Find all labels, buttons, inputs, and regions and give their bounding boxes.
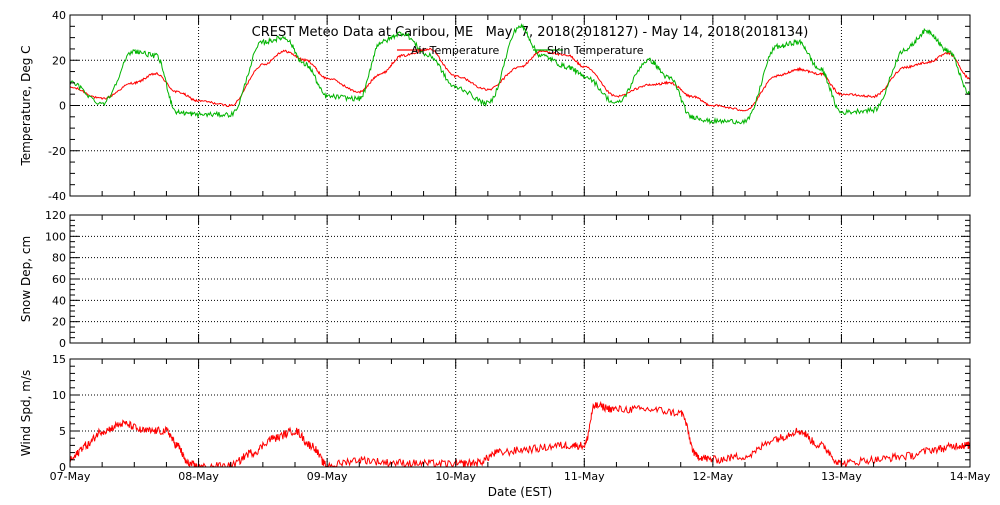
y-tick-label: 40 xyxy=(52,9,66,22)
y-tick-label: 0 xyxy=(59,337,66,350)
y-tick-label: 60 xyxy=(52,273,66,286)
x-axis-label: Date (EST) xyxy=(488,485,552,499)
chart-title: CREST Meteo Data at Caribou, ME May 7, 2… xyxy=(252,25,809,40)
x-tick-label: 12-May xyxy=(692,470,733,483)
y-tick-label: 20 xyxy=(52,316,66,329)
y-tick-label: -20 xyxy=(48,145,66,158)
panel-3: 0 5 10 15 Wind Spd, m/s 07-May 08-May 09-May 10-… xyxy=(19,353,991,499)
y-axis-label: Snow Dep, cm xyxy=(19,236,33,322)
x-tick-label: 09-May xyxy=(307,470,348,483)
series-line-skin-temperature xyxy=(70,23,970,125)
x-tick-label: 08-May xyxy=(178,470,219,483)
series-line-wind-speed xyxy=(70,400,970,467)
legend-label: Skin Temperature xyxy=(547,44,644,57)
panel-1: -40 -20 0 20 40 Temperature, Deg C Air Tempera… xyxy=(19,9,971,203)
y-axis-label: Temperature, Deg C xyxy=(19,45,33,166)
y-tick-label: -40 xyxy=(48,190,66,203)
legend-label: Air Temperature xyxy=(411,44,500,57)
x-tick-label: 13-May xyxy=(821,470,862,483)
y-tick-label: 20 xyxy=(52,54,66,67)
y-tick-label: 5 xyxy=(59,425,66,438)
y-tick-label: 10 xyxy=(52,389,66,402)
x-tick-label: 07-May xyxy=(50,470,91,483)
x-tick-label: 14-May xyxy=(950,470,991,483)
y-tick-label: 120 xyxy=(45,209,66,222)
legend: Air Temperature Skin Temperature xyxy=(397,44,644,57)
y-tick-label: 100 xyxy=(45,230,66,243)
series-line-air-temperature xyxy=(70,47,970,112)
x-tick-label: 11-May xyxy=(564,470,605,483)
y-axis-label: Wind Spd, m/s xyxy=(19,370,33,456)
panel-2: 0 20 40 60 80 100 120 Snow Dep, cm xyxy=(19,209,971,350)
y-tick-label: 80 xyxy=(52,252,66,265)
y-tick-label: 0 xyxy=(59,100,66,113)
y-tick-label: 40 xyxy=(52,294,66,307)
y-tick-label: 15 xyxy=(52,353,66,366)
chart-panels: -40 -20 0 20 40 Temperature, Deg C Air Tempera… xyxy=(19,9,991,499)
y-tick-label: 0 xyxy=(59,461,66,474)
x-tick-label: 10-May xyxy=(435,470,476,483)
